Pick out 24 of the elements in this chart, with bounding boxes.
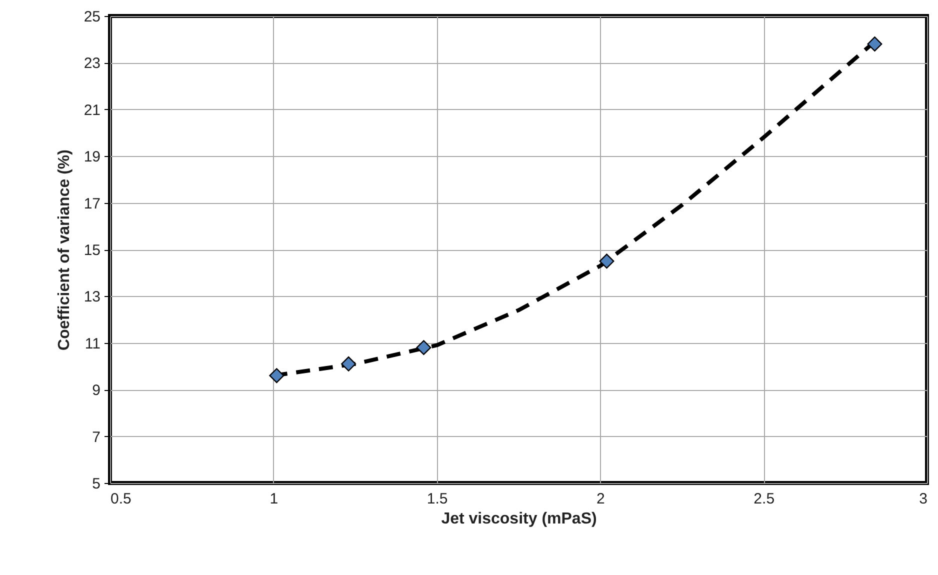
x-tick-label: 0.5 [110, 490, 132, 508]
y-tick-label: 23 [84, 55, 100, 72]
y-tick-label: 17 [84, 195, 100, 212]
y-tick-label: 19 [84, 148, 100, 166]
y-tick-label: 21 [84, 102, 100, 119]
x-tick-label: 2 [596, 490, 605, 508]
y-tick-label: 13 [84, 288, 100, 306]
point [341, 356, 356, 372]
x-tick-label: 2.5 [754, 490, 775, 508]
y-tick-label: 7 [92, 428, 100, 446]
point [416, 340, 432, 356]
y-axis-title: Coefficient of variance (%) [56, 150, 73, 350]
y-tick-label: 15 [84, 242, 100, 259]
y-tick-label: 5 [92, 476, 100, 492]
x-tick-label: 1 [270, 490, 278, 508]
x-axis-title: Jet viscosity (mPaS) [441, 510, 597, 528]
y-tick-label: 11 [84, 335, 100, 352]
x-tick-label: 1.5 [426, 490, 448, 508]
y-tick-label: 25 [84, 8, 100, 26]
x-tick-label: 3 [919, 490, 928, 508]
point [269, 368, 284, 384]
y-tick-label: 9 [92, 382, 100, 400]
point [599, 254, 614, 269]
point [867, 36, 882, 52]
